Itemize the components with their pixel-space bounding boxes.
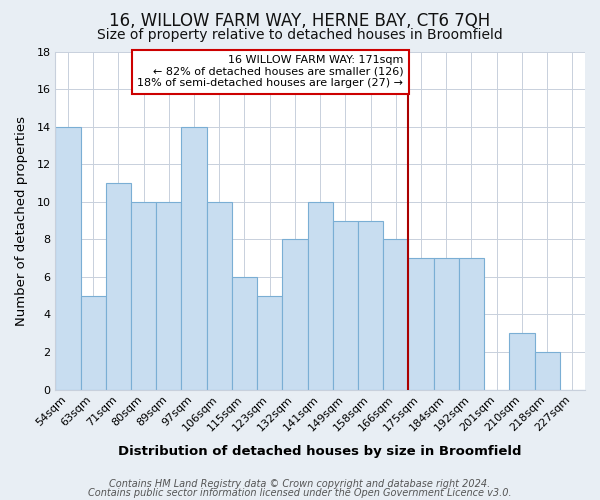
Text: Contains public sector information licensed under the Open Government Licence v3: Contains public sector information licen… — [88, 488, 512, 498]
Bar — [257, 296, 283, 390]
Bar — [181, 126, 206, 390]
Bar — [434, 258, 459, 390]
Bar — [283, 240, 308, 390]
Text: Size of property relative to detached houses in Broomfield: Size of property relative to detached ho… — [97, 28, 503, 42]
Bar — [409, 258, 434, 390]
X-axis label: Distribution of detached houses by size in Broomfield: Distribution of detached houses by size … — [118, 444, 522, 458]
Bar — [106, 183, 131, 390]
Text: 16 WILLOW FARM WAY: 171sqm
← 82% of detached houses are smaller (126)
18% of sem: 16 WILLOW FARM WAY: 171sqm ← 82% of deta… — [137, 56, 403, 88]
Bar — [55, 126, 80, 390]
Bar — [308, 202, 333, 390]
Text: Contains HM Land Registry data © Crown copyright and database right 2024.: Contains HM Land Registry data © Crown c… — [109, 479, 491, 489]
Bar — [156, 202, 181, 390]
Bar — [509, 333, 535, 390]
Bar — [131, 202, 156, 390]
Bar — [535, 352, 560, 390]
Bar — [80, 296, 106, 390]
Y-axis label: Number of detached properties: Number of detached properties — [15, 116, 28, 326]
Bar — [459, 258, 484, 390]
Text: 16, WILLOW FARM WAY, HERNE BAY, CT6 7QH: 16, WILLOW FARM WAY, HERNE BAY, CT6 7QH — [109, 12, 491, 30]
Bar — [383, 240, 409, 390]
Bar — [206, 202, 232, 390]
Bar — [232, 277, 257, 390]
Bar — [333, 220, 358, 390]
Bar — [358, 220, 383, 390]
